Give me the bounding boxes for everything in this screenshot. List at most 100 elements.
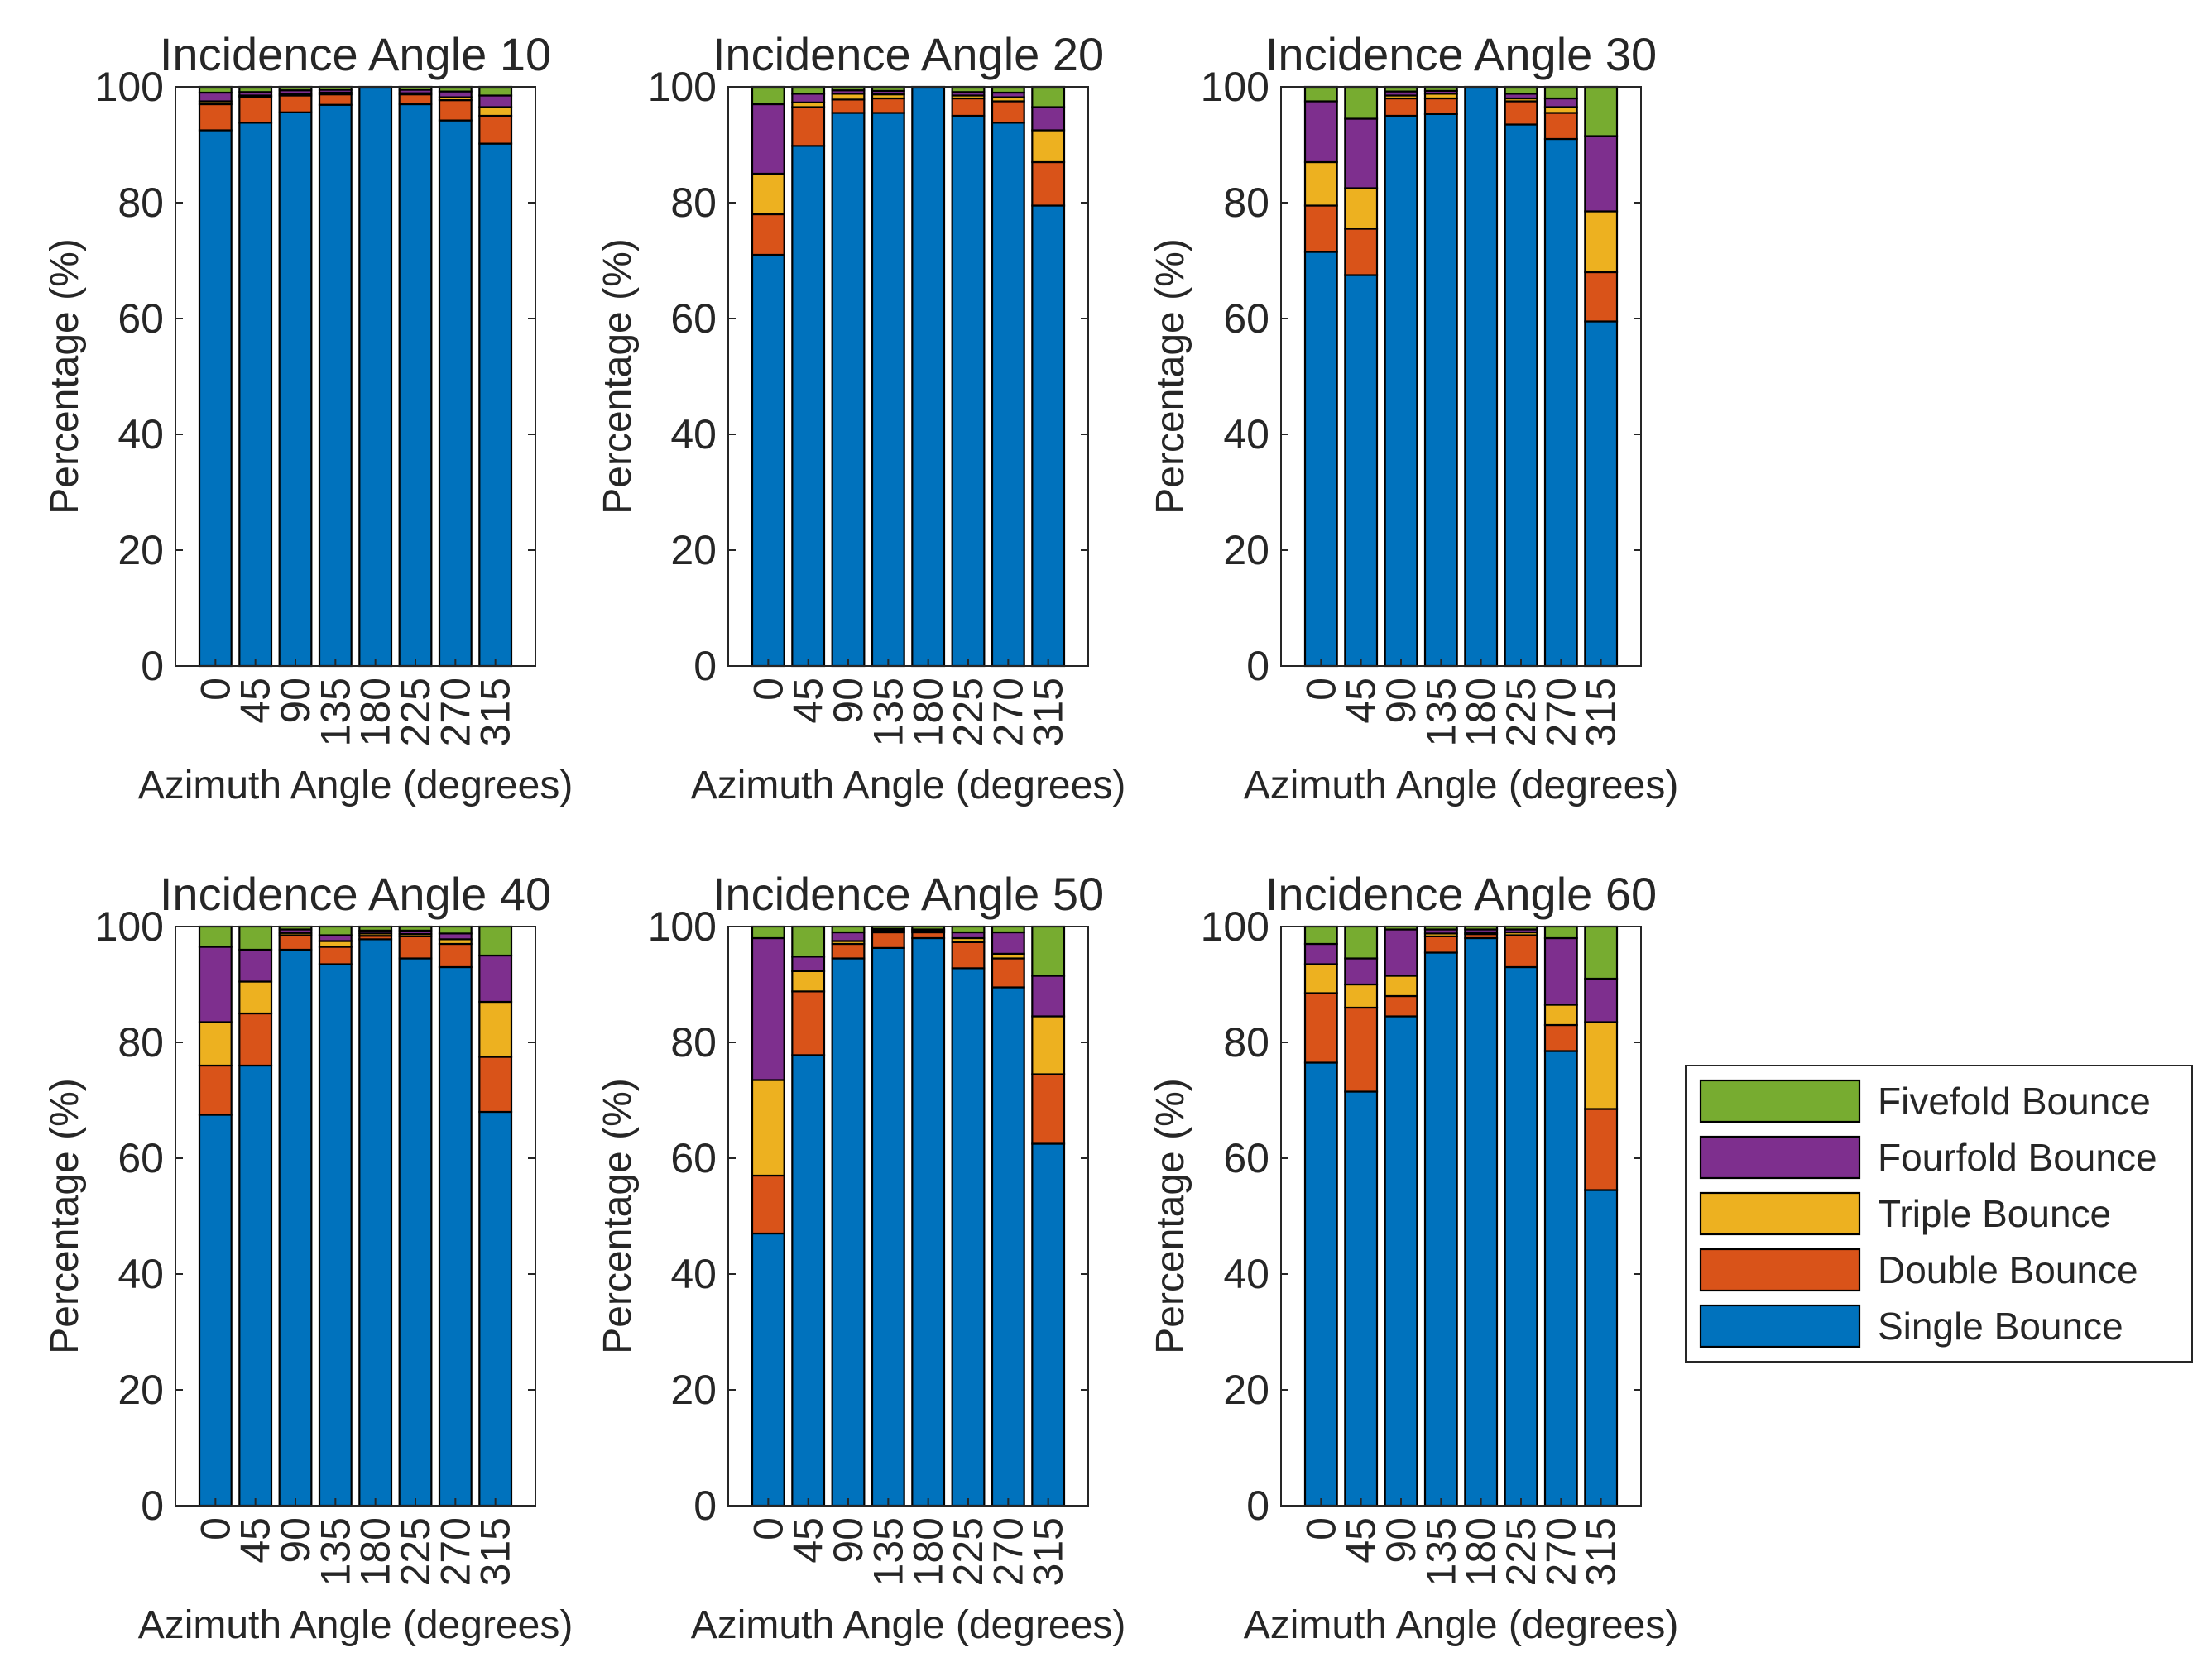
bar-single-bounce-270 bbox=[1543, 1050, 1578, 1507]
bar-single-bounce-0 bbox=[198, 129, 233, 668]
bar-triple-bounce-0 bbox=[1303, 160, 1338, 207]
x-axis-label: Azimuth Angle (degrees) bbox=[691, 1603, 1126, 1647]
y-tick-label: 0 bbox=[1246, 643, 1269, 689]
bar-triple-bounce-0 bbox=[751, 172, 785, 216]
x-axis-label: Azimuth Angle (degrees) bbox=[138, 1603, 573, 1647]
bar-triple-bounce-315 bbox=[478, 1000, 513, 1058]
bar-fourfold-bounce-315 bbox=[478, 94, 513, 108]
bar-double-bounce-135 bbox=[1423, 97, 1458, 115]
bar-fourfold-bounce-315 bbox=[1031, 975, 1066, 1018]
bar-single-bounce-315 bbox=[478, 1110, 513, 1507]
bar-double-bounce-225 bbox=[398, 935, 433, 960]
bar-fivefold-bounce-315 bbox=[1584, 85, 1619, 137]
bar-double-bounce-315 bbox=[1584, 271, 1619, 323]
bar-fourfold-bounce-315 bbox=[1031, 106, 1066, 132]
axes-box bbox=[175, 926, 536, 1507]
x-tick-label: 225 bbox=[1498, 678, 1544, 746]
x-tick-label: 90 bbox=[1378, 1517, 1424, 1564]
bar-single-bounce-0 bbox=[1303, 1061, 1338, 1507]
bar-single-bounce-135 bbox=[871, 112, 905, 668]
bar-fivefold-bounce-225 bbox=[1504, 85, 1538, 95]
y-tick-label: 0 bbox=[693, 643, 717, 689]
bar-single-bounce-0 bbox=[751, 1232, 785, 1507]
bar-fivefold-bounce-45 bbox=[791, 85, 826, 95]
bar-triple-bounce-45 bbox=[1344, 187, 1379, 230]
x-tick-label: 45 bbox=[233, 1517, 279, 1564]
legend-label-fivefold-bounce: Fivefold Bounce bbox=[1878, 1080, 2151, 1123]
x-tick-label: 0 bbox=[192, 1517, 238, 1540]
legend-label-double-bounce: Double Bounce bbox=[1878, 1248, 2138, 1291]
bar-double-bounce-90 bbox=[1384, 994, 1418, 1018]
plot-area bbox=[175, 927, 535, 1506]
bar-double-bounce-225 bbox=[1504, 100, 1538, 126]
bar-fivefold-bounce-45 bbox=[1344, 925, 1379, 960]
subplot-title: Incidence Angle 30 bbox=[1265, 28, 1657, 80]
bar-triple-bounce-315 bbox=[1031, 129, 1066, 164]
bar-fourfold-bounce-45 bbox=[1344, 957, 1379, 986]
bar-triple-bounce-315 bbox=[1584, 1021, 1619, 1110]
x-tick-label: 0 bbox=[1298, 1517, 1344, 1540]
bar-single-bounce-225 bbox=[951, 967, 986, 1507]
y-tick-label: 60 bbox=[118, 295, 164, 342]
bar-double-bounce-270 bbox=[1543, 112, 1578, 141]
bar-single-bounce-135 bbox=[1423, 113, 1458, 668]
bar-triple-bounce-270 bbox=[1543, 1004, 1578, 1027]
x-tick-label: 90 bbox=[825, 678, 871, 724]
bar-fivefold-bounce-315 bbox=[1584, 925, 1619, 980]
x-tick-label: 270 bbox=[432, 1517, 478, 1586]
axes-box bbox=[175, 86, 536, 667]
y-tick-label: 60 bbox=[118, 1135, 164, 1181]
bar-fourfold-bounce-90 bbox=[1384, 928, 1418, 977]
plot-area bbox=[728, 927, 1088, 1506]
y-axis-label: Percentage (%) bbox=[596, 1078, 640, 1354]
bar-fourfold-bounce-0 bbox=[198, 946, 233, 1023]
bar-single-bounce-180 bbox=[911, 85, 946, 668]
plot-area bbox=[175, 87, 535, 666]
bar-single-bounce-90 bbox=[831, 112, 866, 668]
x-tick-label: 90 bbox=[272, 1517, 319, 1564]
y-tick-label: 80 bbox=[1223, 180, 1269, 226]
x-tick-label: 0 bbox=[745, 678, 791, 701]
bar-single-bounce-225 bbox=[1504, 965, 1538, 1507]
y-tick-label: 60 bbox=[670, 1135, 717, 1181]
bar-single-bounce-315 bbox=[1584, 320, 1619, 668]
bar-double-bounce-0 bbox=[751, 213, 785, 256]
plot-area bbox=[728, 87, 1088, 666]
plot-area bbox=[1281, 87, 1641, 666]
bar-double-bounce-0 bbox=[751, 1174, 785, 1235]
bar-double-bounce-135 bbox=[871, 97, 905, 114]
bar-fivefold-bounce-315 bbox=[478, 85, 513, 97]
x-tick-label: 315 bbox=[1578, 678, 1624, 746]
bar-fivefold-bounce-45 bbox=[791, 925, 826, 958]
subplot-title: Incidence Angle 20 bbox=[713, 28, 1104, 80]
x-tick-label: 45 bbox=[785, 678, 832, 724]
bar-fivefold-bounce-45 bbox=[1344, 85, 1379, 120]
x-tick-label: 315 bbox=[1025, 1517, 1072, 1586]
bar-single-bounce-135 bbox=[871, 946, 905, 1507]
subplot-4: 02040608010004590135180225270315Incidenc… bbox=[43, 868, 573, 1647]
bar-single-bounce-0 bbox=[1303, 251, 1338, 668]
x-tick-label: 315 bbox=[473, 1517, 519, 1586]
axes-box bbox=[727, 926, 1089, 1507]
bar-single-bounce-270 bbox=[991, 122, 1025, 668]
y-tick-label: 20 bbox=[670, 1367, 717, 1413]
bar-fivefold-bounce-0 bbox=[1303, 925, 1338, 946]
bar-double-bounce-90 bbox=[278, 94, 313, 113]
y-axis-label: Percentage (%) bbox=[1149, 238, 1192, 515]
bar-fivefold-bounce-0 bbox=[198, 925, 233, 948]
y-tick-label: 100 bbox=[648, 903, 717, 950]
bar-double-bounce-45 bbox=[238, 95, 273, 124]
bar-fourfold-bounce-45 bbox=[1344, 117, 1379, 189]
legend-label-fourfold-bounce: Fourfold Bounce bbox=[1878, 1136, 2157, 1179]
legend: Fivefold Bounce Fourfold Bounce Triple Bou… bbox=[1685, 1065, 2193, 1363]
bar-fivefold-bounce-0 bbox=[198, 85, 233, 94]
y-tick-label: 0 bbox=[141, 1483, 164, 1529]
bar-triple-bounce-315 bbox=[1031, 1015, 1066, 1075]
bar-double-bounce-0 bbox=[1303, 992, 1338, 1064]
bar-fourfold-bounce-90 bbox=[831, 931, 866, 942]
bar-triple-bounce-45 bbox=[1344, 983, 1379, 1009]
bar-fourfold-bounce-45 bbox=[791, 956, 826, 973]
bar-fivefold-bounce-270 bbox=[1543, 85, 1578, 100]
bar-double-bounce-90 bbox=[278, 934, 313, 951]
x-tick-label: 180 bbox=[1458, 1517, 1504, 1586]
